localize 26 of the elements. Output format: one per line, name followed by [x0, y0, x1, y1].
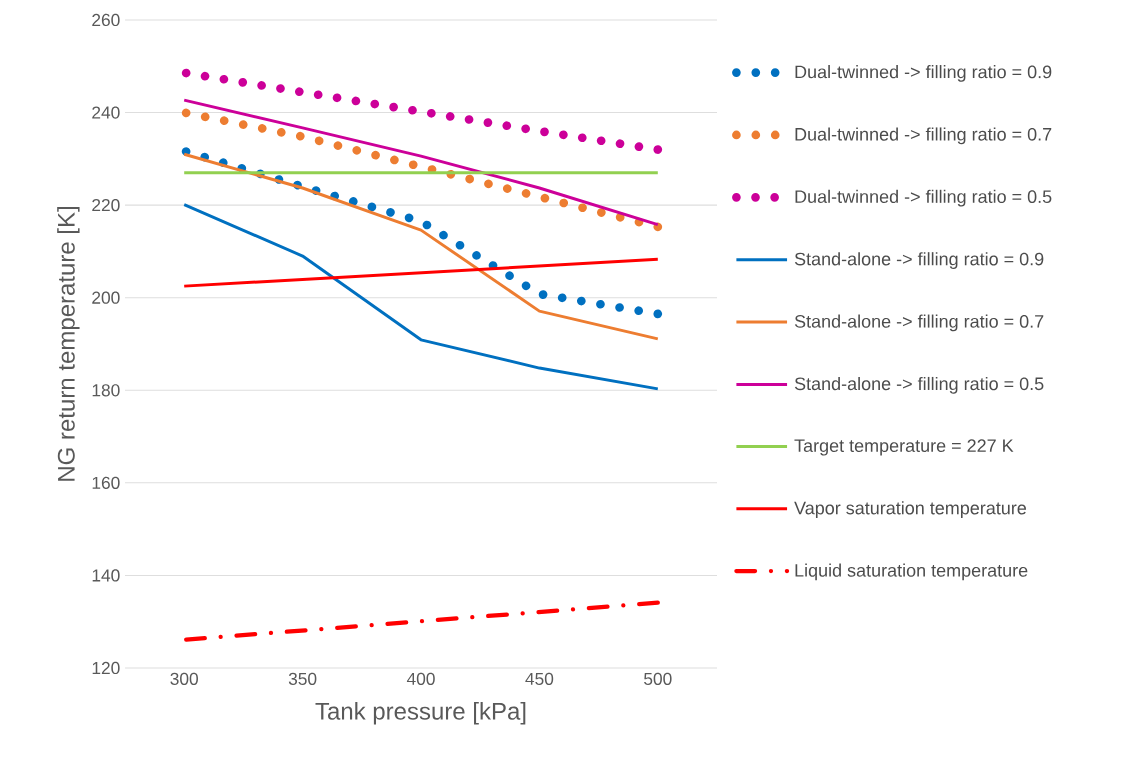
legend-label: Target temperature = 227 K — [794, 439, 1014, 456]
x-tick-label: 350 — [288, 672, 317, 685]
y-tick-label: 220 — [92, 198, 120, 212]
line-series — [182, 203, 660, 391]
x-tick-label: 300 — [170, 672, 198, 685]
legend-label: Stand-alone -> filling ratio = 0.9 — [794, 252, 1044, 269]
y-tick-label: 200 — [92, 291, 120, 304]
legend-label: Stand-alone -> filling ratio = 0.5 — [794, 376, 1044, 394]
x-tick-label: 450 — [525, 672, 554, 685]
x-tick-label: 500 — [644, 672, 672, 685]
legend-label: Dual-twinned -> filling ratio = 0.9 — [795, 65, 1052, 82]
y-axis-title: NG return temperature [K] — [57, 207, 80, 481]
y-tick-label: 180 — [92, 384, 120, 397]
x-axis-title: Tank pressure [kPa] — [315, 702, 526, 725]
legend-label: Liquid saturation temperature — [795, 563, 1028, 581]
x-tick-label: 400 — [406, 672, 435, 685]
legend-label: Stand-alone -> filling ratio = 0.7 — [794, 314, 1044, 332]
y-tick-label: 240 — [92, 106, 120, 119]
y-tick-label: 260 — [92, 13, 120, 27]
legend-label: Vapor saturation temperature — [794, 501, 1027, 518]
legend-label: Dual-twinned -> filling ratio = 0.5 — [795, 189, 1052, 207]
y-tick-label: 120 — [92, 661, 120, 675]
line-series — [182, 152, 660, 341]
y-tick-label: 160 — [92, 476, 120, 489]
legend-label: Dual-twinned -> filling ratio = 0.7 — [795, 127, 1052, 145]
y-tick-label: 140 — [92, 569, 120, 582]
